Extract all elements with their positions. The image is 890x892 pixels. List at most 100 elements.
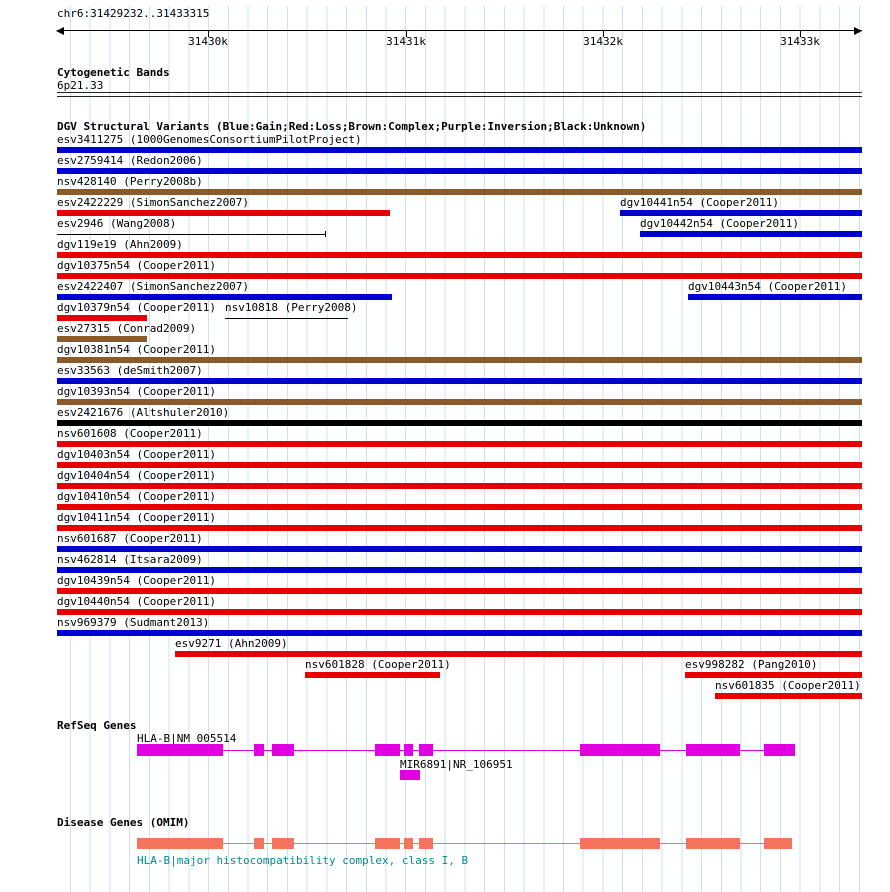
gene-exon[interactable] xyxy=(254,744,264,756)
gene-exon[interactable] xyxy=(419,744,433,756)
gene-exon[interactable] xyxy=(272,838,294,849)
ruler-tick xyxy=(406,30,407,37)
variant-label: esv2946 (Wang2008) xyxy=(57,217,177,230)
variant-bar[interactable] xyxy=(57,399,862,405)
gene-exon[interactable] xyxy=(272,744,294,756)
gene-exon[interactable] xyxy=(137,838,223,849)
variant-label: nsv462814 (Itsara2009) xyxy=(57,553,203,566)
variant-label: nsv601687 (Cooper2011) xyxy=(57,532,203,545)
variant-label: esv3411275 (1000GenomesConsortiumPilotPr… xyxy=(57,133,362,146)
gene-exon[interactable] xyxy=(137,744,223,756)
variant-label: esv2421676 (Altshuler2010) xyxy=(57,406,230,419)
variant-bar[interactable] xyxy=(57,294,392,300)
gene-exon[interactable] xyxy=(254,838,264,849)
variant-label: nsv428140 (Perry2008b) xyxy=(57,175,203,188)
variant-bar[interactable] xyxy=(715,693,862,699)
variant-label: nsv969379 (Sudmant2013) xyxy=(57,616,210,629)
variant-bar[interactable] xyxy=(305,672,440,678)
variant-bar[interactable] xyxy=(57,252,862,258)
ruler-left-arrow-icon xyxy=(56,27,64,35)
gene-label: HLA-B|NM_005514 xyxy=(137,732,237,745)
variant-label: esv27315 (Conrad2009) xyxy=(57,322,197,335)
variant-bar[interactable] xyxy=(57,420,862,426)
variant-label: nsv10818 (Perry2008) xyxy=(225,301,358,314)
variant-bar[interactable] xyxy=(57,546,862,552)
variant-label: nsv601835 (Cooper2011) xyxy=(715,679,861,692)
variant-bar[interactable] xyxy=(57,483,862,489)
variant-label: nsv601828 (Cooper2011) xyxy=(305,658,451,671)
variant-label: nsv601608 (Cooper2011) xyxy=(57,427,203,440)
ruler-right-arrow-icon xyxy=(854,27,862,35)
variant-label: dgv10393n54 (Cooper2011) xyxy=(57,385,216,398)
gene-exon[interactable] xyxy=(764,744,795,756)
variant-line[interactable] xyxy=(225,318,348,319)
gene-exon[interactable] xyxy=(686,744,740,756)
ruler-tick xyxy=(208,30,209,37)
variant-label: esv9271 (Ahn2009) xyxy=(175,637,288,650)
variant-bar[interactable] xyxy=(57,357,862,363)
variant-bar[interactable] xyxy=(57,315,147,321)
variant-bar[interactable] xyxy=(620,210,862,216)
variant-bar[interactable] xyxy=(57,462,862,468)
gene-label: HLA-B|major histocompatibility complex, … xyxy=(137,854,469,867)
gene-intron-line xyxy=(137,750,795,751)
variant-bar[interactable] xyxy=(640,231,862,237)
variant-label: esv2422229 (SimonSanchez2007) xyxy=(57,196,250,209)
variant-bar[interactable] xyxy=(57,147,862,153)
gene-exon[interactable] xyxy=(375,838,400,849)
dgv-track-title: DGV Structural Variants (Blue:Gain;Red:L… xyxy=(57,120,647,133)
gene-exon[interactable] xyxy=(419,838,433,849)
gene-exon[interactable] xyxy=(375,744,400,756)
variant-label: dgv10379n54 (Cooper2011) xyxy=(57,301,216,314)
variant-bar[interactable] xyxy=(57,189,862,195)
variant-line[interactable] xyxy=(57,234,325,235)
ruler-tick-label: 31431k xyxy=(386,35,426,48)
variant-label: dgv10410n54 (Cooper2011) xyxy=(57,490,216,503)
region-label: chr6:31429232..31433315 xyxy=(57,7,210,20)
cytoband-name: 6p21.33 xyxy=(57,79,104,92)
variant-bar[interactable] xyxy=(57,168,862,174)
variant-label: dgv119e19 (Ahn2009) xyxy=(57,238,183,251)
variant-label: esv33563 (deSmith2007) xyxy=(57,364,203,377)
variant-bar[interactable] xyxy=(688,294,862,300)
gene-exon[interactable] xyxy=(400,770,420,780)
ruler-tick-label: 31433k xyxy=(780,35,820,48)
ruler-tick xyxy=(603,30,604,37)
variant-bar[interactable] xyxy=(57,378,862,384)
variant-bar[interactable] xyxy=(57,525,862,531)
omim-track-title: Disease Genes (OMIM) xyxy=(57,816,190,829)
variant-bar[interactable] xyxy=(57,588,862,594)
variant-bar[interactable] xyxy=(57,630,862,636)
variant-bar[interactable] xyxy=(57,336,147,342)
variant-bar[interactable] xyxy=(57,609,862,615)
ruler-line[interactable] xyxy=(57,30,862,31)
variant-label: dgv10442n54 (Cooper2011) xyxy=(640,217,799,230)
variant-bar[interactable] xyxy=(57,273,862,279)
variant-line-end-tick xyxy=(325,231,326,237)
ruler-tick-label: 31430k xyxy=(188,35,228,48)
variant-bar[interactable] xyxy=(685,672,862,678)
gene-label: MIR6891|NR_106951 xyxy=(400,758,513,771)
ruler-tick-label: 31432k xyxy=(583,35,623,48)
variant-label: dgv10403n54 (Cooper2011) xyxy=(57,448,216,461)
variant-bar[interactable] xyxy=(57,210,390,216)
gene-exon[interactable] xyxy=(404,838,413,849)
variant-bar[interactable] xyxy=(57,441,862,447)
gene-exon[interactable] xyxy=(764,838,792,849)
variant-bar[interactable] xyxy=(57,567,862,573)
variant-label: esv2759414 (Redon2006) xyxy=(57,154,203,167)
variant-label: dgv10439n54 (Cooper2011) xyxy=(57,574,216,587)
variant-label: dgv10441n54 (Cooper2011) xyxy=(620,196,779,209)
variant-label: dgv10411n54 (Cooper2011) xyxy=(57,511,216,524)
cytoband-bar[interactable] xyxy=(57,92,862,97)
variant-bar[interactable] xyxy=(57,504,862,510)
gene-exon[interactable] xyxy=(686,838,740,849)
gene-exon[interactable] xyxy=(580,744,660,756)
gene-intron-line xyxy=(137,843,792,844)
variant-label: dgv10404n54 (Cooper2011) xyxy=(57,469,216,482)
gene-exon[interactable] xyxy=(580,838,660,849)
gene-exon[interactable] xyxy=(404,744,413,756)
variant-label: dgv10381n54 (Cooper2011) xyxy=(57,343,216,356)
variant-bar[interactable] xyxy=(175,651,862,657)
